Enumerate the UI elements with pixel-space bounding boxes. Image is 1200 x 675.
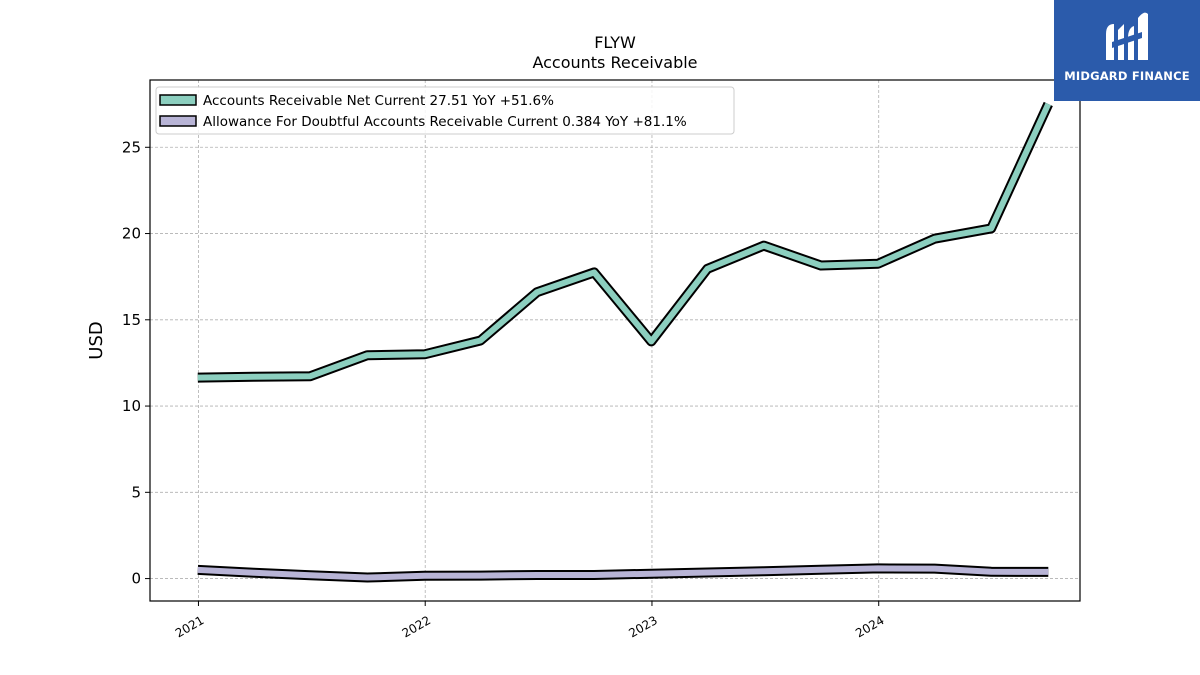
plot-frame [149, 79, 1081, 602]
brand-name: MIDGARD FINANCE [1064, 69, 1190, 83]
legend-entry: Allowance For Doubtful Accounts Receivab… [203, 114, 687, 130]
legend-entry: Accounts Receivable Net Current 27.51 Yo… [203, 93, 554, 109]
series-line-1 [197, 101, 1053, 383]
legend: Accounts Receivable Net Current 27.51 Yo… [155, 86, 735, 135]
y-tick-label: 10 [122, 397, 141, 415]
y-tick-label: 20 [122, 225, 141, 243]
y-tick-label: 5 [131, 483, 141, 501]
chart-title: FLYW [594, 33, 636, 52]
y-axis-label: USD [86, 321, 107, 359]
series-line-2 [197, 563, 1049, 583]
series-line-fill [197, 565, 1049, 581]
series-line-fill [197, 102, 1052, 381]
x-tick-label: 2023 [626, 613, 659, 640]
y-tick-label: 25 [122, 138, 141, 156]
legend-swatch [159, 115, 197, 127]
brand-logo: MIDGARD FINANCE [1054, 0, 1200, 101]
legend-box [155, 86, 735, 135]
y-tick-label: 15 [122, 311, 141, 329]
y-tick-label: 0 [131, 570, 141, 588]
x-tick-label: 2024 [853, 613, 886, 640]
chart-subtitle: Accounts Receivable [532, 53, 697, 72]
legend-swatch [159, 94, 197, 106]
x-tick-label: 2021 [173, 613, 206, 640]
x-tick-label: 2022 [400, 613, 433, 640]
midgard-logo-icon [1106, 12, 1148, 61]
series-line-outline [197, 101, 1053, 383]
